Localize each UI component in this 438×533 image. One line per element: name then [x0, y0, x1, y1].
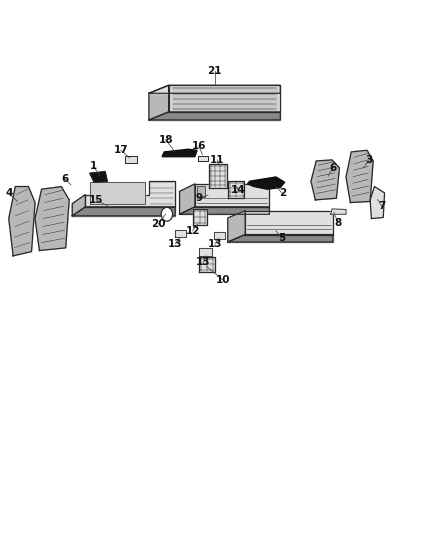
Polygon shape: [72, 207, 175, 216]
Text: 1: 1: [90, 161, 97, 171]
Text: 13: 13: [196, 257, 211, 267]
Text: 4: 4: [5, 189, 12, 198]
Text: 6: 6: [329, 163, 336, 173]
Text: 12: 12: [185, 226, 200, 236]
Polygon shape: [149, 112, 280, 120]
Polygon shape: [245, 211, 333, 235]
Polygon shape: [370, 187, 385, 219]
Text: 10: 10: [216, 276, 231, 285]
Polygon shape: [90, 182, 145, 204]
Polygon shape: [228, 181, 244, 198]
Polygon shape: [35, 187, 69, 251]
Text: 17: 17: [113, 146, 128, 155]
Polygon shape: [311, 160, 339, 200]
Text: 5: 5: [279, 233, 286, 243]
Polygon shape: [180, 184, 195, 214]
Polygon shape: [346, 150, 373, 203]
Polygon shape: [198, 156, 208, 161]
Polygon shape: [209, 164, 227, 188]
Text: 9: 9: [195, 193, 202, 203]
Polygon shape: [199, 257, 215, 272]
Text: 7: 7: [378, 201, 385, 211]
Polygon shape: [175, 230, 186, 237]
Text: 14: 14: [231, 185, 246, 195]
Polygon shape: [162, 149, 197, 157]
Polygon shape: [228, 235, 333, 242]
Polygon shape: [214, 232, 225, 239]
Text: 20: 20: [151, 219, 166, 229]
Text: 21: 21: [207, 66, 222, 76]
Polygon shape: [331, 209, 346, 214]
Polygon shape: [125, 156, 137, 163]
Polygon shape: [149, 85, 280, 93]
Polygon shape: [197, 186, 205, 197]
Polygon shape: [193, 209, 207, 225]
Circle shape: [161, 207, 173, 221]
Polygon shape: [228, 211, 245, 242]
Polygon shape: [85, 181, 175, 207]
Polygon shape: [169, 85, 280, 112]
Polygon shape: [247, 177, 285, 189]
Polygon shape: [172, 87, 277, 110]
Text: 15: 15: [89, 195, 104, 205]
Text: 2: 2: [279, 189, 286, 198]
Text: 18: 18: [158, 135, 173, 144]
Polygon shape: [72, 195, 85, 216]
Text: 13: 13: [168, 239, 183, 248]
Text: 6: 6: [61, 174, 68, 183]
Polygon shape: [199, 248, 212, 256]
Text: 16: 16: [191, 141, 206, 151]
Text: 13: 13: [207, 239, 222, 249]
Text: 8: 8: [335, 218, 342, 228]
Polygon shape: [9, 187, 35, 256]
Polygon shape: [90, 172, 107, 182]
Polygon shape: [180, 207, 269, 214]
Text: 3: 3: [366, 155, 373, 165]
Text: 11: 11: [210, 155, 225, 165]
Polygon shape: [195, 184, 269, 207]
Polygon shape: [149, 85, 169, 120]
